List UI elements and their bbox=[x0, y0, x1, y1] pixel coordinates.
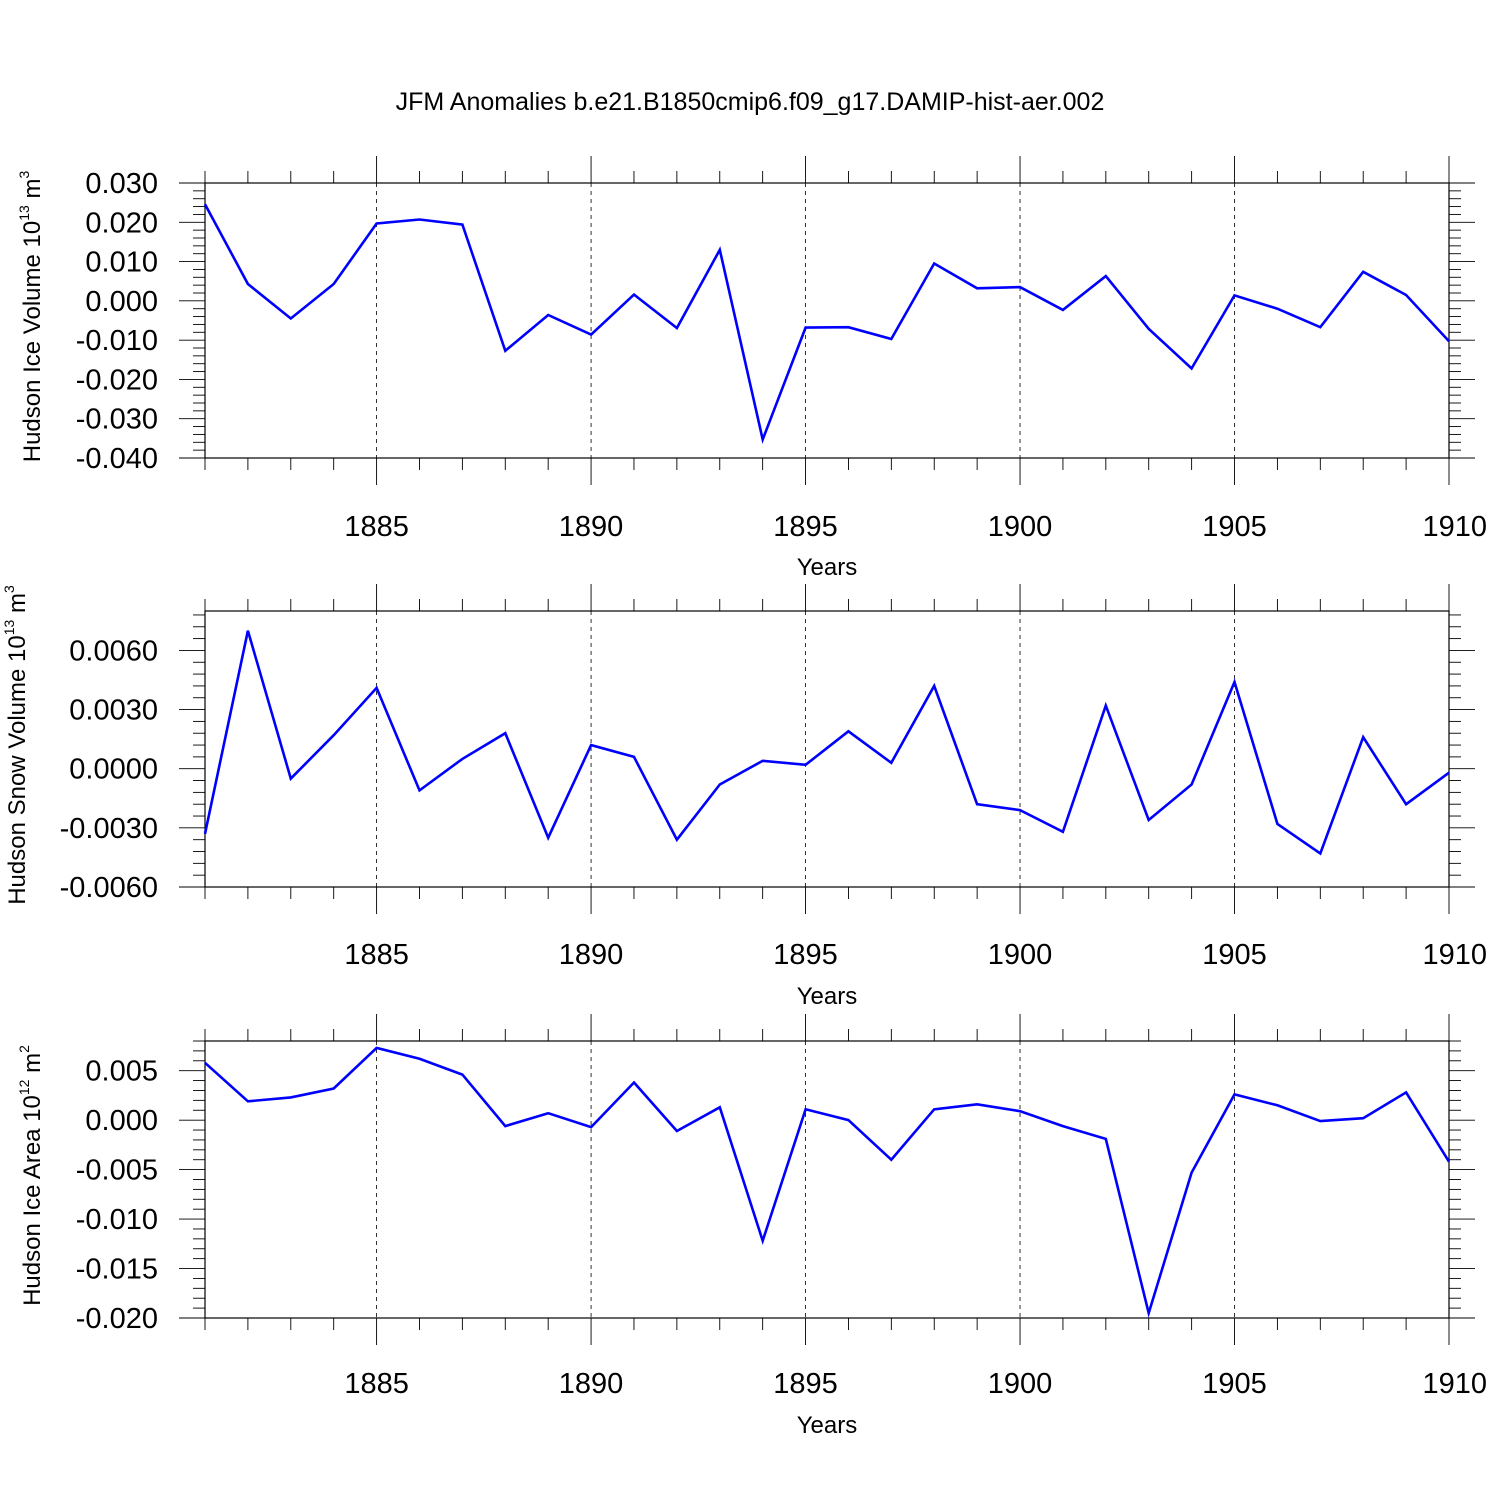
y-tick-label: 0.020 bbox=[85, 207, 158, 239]
y-tick-label: -0.005 bbox=[76, 1155, 158, 1187]
y-axis-label-superscript: 12 bbox=[16, 1079, 32, 1095]
y-axis-label-text: Hudson Snow Volume 10 bbox=[4, 635, 31, 905]
y-tick-label: 0.0060 bbox=[69, 635, 158, 667]
y-tick-label: 0.005 bbox=[85, 1056, 158, 1088]
y-axis-label-superscript: 3 bbox=[1, 585, 17, 593]
x-axis-label: Years bbox=[797, 983, 858, 1010]
y-axis-label: Hudson Ice Area 1012 m2 bbox=[16, 1045, 46, 1306]
y-tick-label: 0.0030 bbox=[69, 695, 158, 727]
y-tick-label: -0.0060 bbox=[60, 872, 158, 904]
y-tick-label: -0.030 bbox=[76, 404, 158, 436]
x-tick-label: 1895 bbox=[773, 511, 838, 543]
x-tick-label: 1885 bbox=[344, 1368, 409, 1400]
plot-frame bbox=[204, 1040, 1450, 1319]
x-tick-label: 1900 bbox=[988, 511, 1053, 543]
panel-2: 0.0060 0.0030 0.0000 -0.0030 -0.0060 1885 1890… bbox=[1, 584, 1487, 1010]
x-tick-label: 1895 bbox=[773, 939, 838, 971]
x-tick-label: 1890 bbox=[559, 939, 624, 971]
y-axis-label: Hudson Snow Volume 1013 m3 bbox=[1, 585, 31, 905]
y-axis-label-text: m bbox=[19, 1053, 46, 1080]
panel-1: 0.030 0.020 0.010 0.000 -0.010 -0.020 -0.030 -0… bbox=[16, 156, 1487, 581]
y-axis-label-superscript: 2 bbox=[16, 1045, 32, 1053]
x-tick-label: 1910 bbox=[1422, 1368, 1487, 1400]
plot-frame bbox=[204, 182, 1450, 459]
series-line bbox=[203, 630, 1450, 856]
chart-title: JFM Anomalies b.e21.B1850cmip6.f09_g17.D… bbox=[396, 88, 1105, 116]
x-tick-label: 1910 bbox=[1422, 511, 1487, 543]
y-tick-label: 0.010 bbox=[85, 247, 158, 279]
y-axis-label-superscript: 3 bbox=[16, 171, 32, 179]
x-tick-label: 1905 bbox=[1202, 939, 1267, 971]
panel-3: 0.005 0.000 -0.005 -0.010 -0.015 -0.020 1885 18… bbox=[16, 1014, 1487, 1439]
y-axis-label-text: Hudson Ice Area 10 bbox=[19, 1095, 46, 1306]
y-tick-label: 0.000 bbox=[85, 1105, 158, 1137]
x-tick-label: 1900 bbox=[988, 1368, 1053, 1400]
series-line bbox=[203, 203, 1450, 444]
x-tick-label: 1905 bbox=[1202, 511, 1267, 543]
y-tick-label: 0.0000 bbox=[69, 754, 158, 786]
y-tick-label: 0.000 bbox=[85, 286, 158, 318]
y-axis-label-superscript: 13 bbox=[1, 619, 17, 635]
x-tick-label: 1900 bbox=[988, 939, 1053, 971]
x-tick-label: 1885 bbox=[344, 511, 409, 543]
x-tick-label: 1895 bbox=[773, 1368, 838, 1400]
y-tick-label: -0.020 bbox=[76, 1303, 158, 1335]
chart-panels: 0.030 0.020 0.010 0.000 -0.010 -0.020 -0.030 -0… bbox=[1, 156, 1487, 1439]
y-tick-label: 0.030 bbox=[85, 168, 158, 200]
y-tick-label: -0.0030 bbox=[60, 813, 158, 845]
x-axis-label: Years bbox=[797, 1412, 858, 1439]
x-tick-label: 1910 bbox=[1422, 939, 1487, 971]
y-axis-label-text: Hudson Ice Volume 10 bbox=[19, 221, 46, 463]
y-axis-label-text: m bbox=[4, 593, 31, 620]
plot-frame bbox=[204, 610, 1450, 888]
x-tick-label: 1885 bbox=[344, 939, 409, 971]
y-axis-label: Hudson Ice Volume 1013 m3 bbox=[16, 171, 46, 463]
y-axis-label-superscript: 13 bbox=[16, 205, 32, 221]
y-tick-label: -0.020 bbox=[76, 364, 158, 396]
y-tick-label: -0.010 bbox=[76, 325, 158, 357]
x-axis-label: Years bbox=[797, 554, 858, 581]
series-line bbox=[204, 1046, 1451, 1318]
y-tick-label: -0.040 bbox=[76, 443, 158, 475]
x-tick-label: 1890 bbox=[559, 1368, 624, 1400]
y-tick-label: -0.015 bbox=[76, 1254, 158, 1286]
x-tick-label: 1905 bbox=[1202, 1368, 1267, 1400]
y-axis-label-text: m bbox=[19, 179, 46, 206]
x-tick-label: 1890 bbox=[559, 511, 624, 543]
y-tick-label: -0.010 bbox=[76, 1204, 158, 1236]
